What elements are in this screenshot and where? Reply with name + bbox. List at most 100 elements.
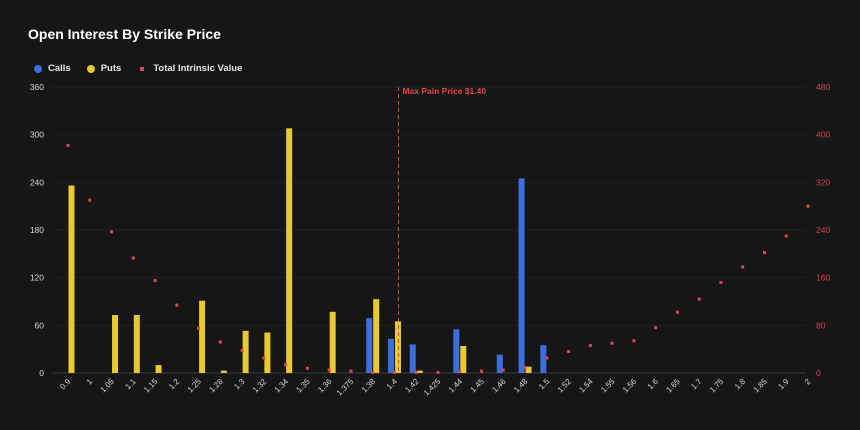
legend-calls[interactable]: Calls [34, 63, 71, 74]
x-tick-label: 1.52 [556, 377, 574, 395]
x-tick-label: 1.56 [621, 377, 639, 395]
legend-puts[interactable]: Puts [86, 63, 122, 74]
calls-bar-1.42 [409, 344, 416, 373]
intrinsic-point-1.36 [327, 368, 331, 372]
x-tick-label: 1.34 [273, 377, 291, 395]
x-tick-label: 1.75 [708, 377, 726, 395]
calls-bar-1.4 [387, 338, 394, 373]
intrinsic-point-1.52 [567, 350, 571, 354]
intrinsic-point-1.05 [110, 230, 114, 234]
puts-bar-1.05 [112, 315, 119, 373]
calls-bar-1.48 [518, 178, 525, 373]
x-tick-label: 1.15 [142, 377, 160, 395]
x-tick-label: 1.38 [360, 377, 378, 395]
calls-bar-1.46 [496, 354, 503, 373]
intrinsic-point-1.48 [523, 366, 527, 370]
x-tick-label: 1.1 [123, 377, 138, 392]
x-tick-label: 2 [803, 377, 813, 387]
intrinsic-point-1.9 [784, 234, 788, 238]
intrinsic-point-1.35 [305, 366, 309, 370]
intrinsic-point-1.45 [480, 369, 484, 373]
intrinsic-point-1.4 [392, 370, 396, 374]
y-right-tick-label: 0 [816, 368, 821, 378]
legend-puts-label: Puts [100, 63, 122, 74]
intrinsic-point-1.8 [741, 265, 745, 269]
intrinsic-point-1.38 [371, 370, 375, 374]
intrinsic-point-1.425 [436, 370, 440, 374]
x-tick-label: 1 [85, 377, 95, 387]
x-tick-label: 1.425 [422, 377, 443, 398]
legend-puts-marker [86, 64, 95, 73]
x-tick-label: 1.4 [385, 377, 400, 392]
x-tick-label: 1.65 [664, 377, 682, 395]
x-tick-label: 1.48 [512, 377, 530, 395]
puts-bar-1.48 [525, 366, 532, 373]
legend-intrinsic[interactable]: Total Intrinsic Value [137, 63, 242, 74]
intrinsic-point-1.44 [458, 370, 462, 374]
intrinsic-point-1.85 [762, 251, 766, 255]
intrinsic-point-1.7 [697, 297, 701, 301]
x-tick-label: 1.8 [733, 377, 748, 392]
y-left-tick-label: 180 [30, 225, 44, 235]
puts-bar-1.1 [133, 315, 140, 373]
y-right-tick-label: 240 [816, 225, 830, 235]
intrinsic-point-1.75 [719, 280, 723, 284]
intrinsic-point-2 [806, 204, 810, 208]
y-left-tick-label: 60 [35, 320, 45, 330]
y-right-tick-label: 400 [816, 130, 830, 140]
intrinsic-point-1.46 [501, 368, 505, 372]
x-tick-label: 1.46 [490, 377, 508, 395]
intrinsic-point-1.32 [262, 356, 266, 360]
x-tick-label: 1.85 [752, 377, 770, 395]
chart-title: Open Interest By Strike Price [28, 26, 221, 42]
puts-bar-1.25 [199, 300, 206, 373]
calls-bar-1.38 [366, 318, 373, 373]
x-tick-label: 1.7 [689, 377, 704, 392]
y-right-tick-label: 320 [816, 177, 830, 187]
intrinsic-point-1.15 [153, 279, 157, 283]
puts-bar-0.9 [68, 185, 75, 373]
intrinsic-point-1.6 [654, 326, 658, 330]
x-tick-label: 1.2 [167, 377, 182, 392]
x-tick-label: 1.36 [316, 377, 334, 395]
puts-bar-1.28 [220, 370, 227, 373]
x-tick-label: 1.42 [403, 377, 421, 395]
x-tick-label: 1.32 [251, 377, 269, 395]
intrinsic-point-1.42 [414, 370, 418, 374]
intrinsic-point-1.28 [218, 340, 222, 344]
puts-bar-1.38 [373, 299, 380, 373]
intrinsic-point-0.9 [66, 143, 70, 147]
x-tick-label: 1.54 [577, 377, 595, 395]
intrinsic-point-1.55 [610, 341, 614, 345]
intrinsic-point-1.34 [284, 363, 288, 367]
legend-calls-marker [34, 64, 42, 73]
x-tick-label: 1.35 [294, 377, 312, 395]
y-left-tick-label: 360 [30, 82, 44, 92]
intrinsic-point-1.5 [545, 356, 549, 360]
x-tick-label: 1.25 [186, 377, 204, 395]
x-tick-label: 0.9 [58, 377, 73, 392]
legend-intrinsic-marker [140, 66, 145, 71]
intrinsic-point-1.2 [175, 303, 179, 307]
x-tick-label: 1.375 [335, 377, 356, 398]
x-tick-label: 1.45 [469, 377, 487, 395]
x-tick-label: 1.3 [232, 377, 247, 392]
puts-bar-1.15 [155, 365, 162, 373]
puts-bar-1.44 [460, 345, 467, 373]
y-left-tick-label: 0 [39, 368, 44, 378]
intrinsic-point-1.65 [675, 310, 679, 314]
puts-bar-1.3 [242, 330, 249, 373]
calls-bar-1.5 [540, 345, 547, 373]
legend-intrinsic-label: Total Intrinsic Value [153, 63, 243, 74]
y-left-tick-label: 240 [30, 177, 44, 187]
intrinsic-point-1.54 [588, 344, 592, 348]
y-left-tick-label: 300 [30, 130, 44, 140]
x-tick-label: 1.44 [447, 377, 465, 395]
y-right-tick-label: 480 [816, 82, 830, 92]
intrinsic-point-1.25 [197, 326, 201, 330]
intrinsic-point-1.375 [349, 369, 353, 373]
x-tick-label: 1.5 [537, 377, 552, 392]
legend-calls-label: Calls [48, 63, 71, 74]
intrinsic-point-1.3 [240, 348, 244, 352]
